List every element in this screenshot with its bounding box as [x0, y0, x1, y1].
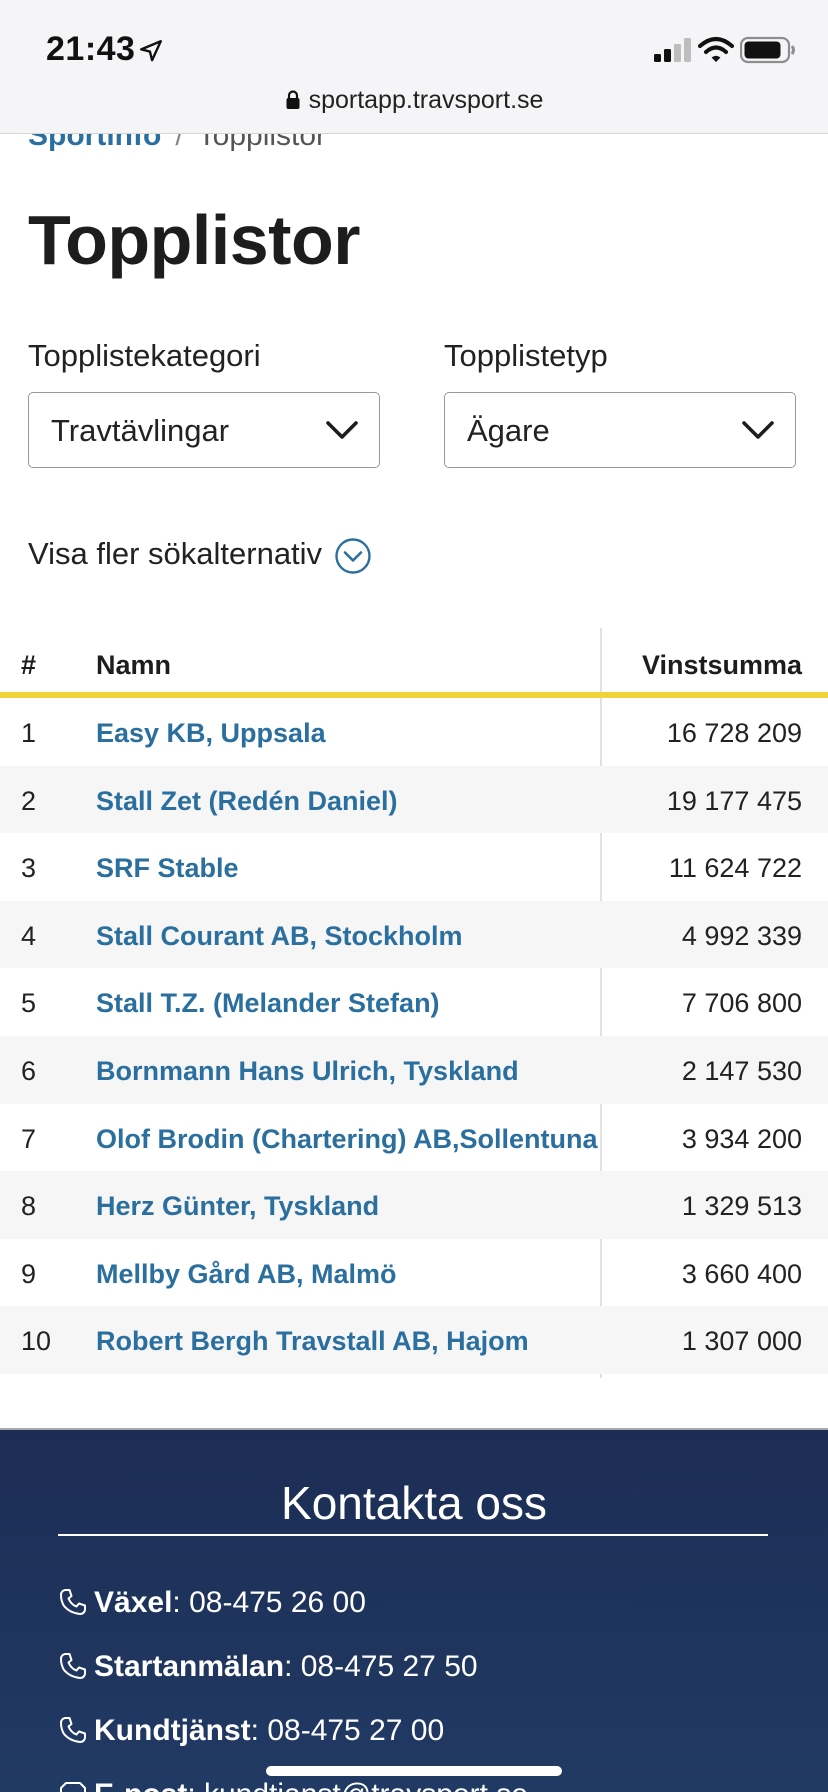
row-rank: 4 [21, 920, 37, 951]
header-rank: # [21, 650, 37, 680]
expand-circle-icon[interactable] [334, 537, 372, 575]
row-rank: 10 [21, 1326, 52, 1357]
row-name-link[interactable]: Stall Courant AB, Stockholm [96, 920, 463, 951]
row-name-link[interactable]: Herz Günter, Tyskland [96, 1191, 380, 1222]
contact-label: Växel [94, 1586, 173, 1619]
footer-divider [58, 1534, 768, 1536]
table-row: 10 Robert Bergh Travstall AB, Hajom 1 307 … [0, 1306, 828, 1374]
address-bar[interactable]: sportapp.travsport.se [0, 86, 828, 115]
row-rank: 6 [21, 1055, 37, 1086]
row-sum: 16 728 209 [666, 718, 802, 748]
row-rank: 7 [21, 1123, 37, 1154]
toplist-table: # Namn Vinstsumma 1 Easy KB, Uppsala 16 72… [0, 628, 828, 1378]
table-row: 4 Stall Courant AB, Stockholm 4 992 339 [0, 900, 828, 969]
row-rank: 2 [21, 785, 37, 816]
contact-label: Startanmälan [94, 1650, 285, 1683]
row-sum: 11 624 722 [668, 853, 802, 884]
table-row: 2 Stall Zet (Redén Daniel) 19 177 475 [0, 765, 828, 834]
battery-icon [740, 36, 795, 64]
type-select[interactable]: Ägare [444, 392, 796, 468]
contact-value[interactable]: 08-475 27 50 [300, 1650, 478, 1683]
breadcrumb: Sportinfo / Topplistor [28, 119, 327, 154]
row-name-link[interactable]: Mellby Gård AB, Malmö [96, 1258, 397, 1289]
contact-line-kundtj-nst[interactable]: Kundtjänst: 08-475 27 00 [58, 1714, 444, 1748]
category-select[interactable]: Travtävlingar [28, 392, 380, 468]
contact-label: Kundtjänst [94, 1714, 251, 1747]
cellular-signal-icon [654, 38, 691, 62]
contact-line-startanm-lan[interactable]: Startanmälan: 08-475 27 50 [58, 1650, 478, 1684]
type-select-value: Ägare [467, 413, 550, 448]
contact-label: E-post [94, 1778, 187, 1792]
chevron-down-icon [742, 421, 774, 439]
row-name-link[interactable]: Olof Brodin (Chartering) AB,Sollentuna [96, 1123, 598, 1154]
phone-icon [58, 1651, 88, 1681]
mail-icon [58, 1779, 88, 1792]
breadcrumb-link-sportinfo[interactable]: Sportinfo [28, 119, 162, 152]
row-sum: 3 660 400 [681, 1258, 802, 1289]
phone-icon [58, 1715, 88, 1745]
row-sum: 4 992 339 [681, 920, 802, 951]
footer-title: Kontakta oss [281, 1477, 547, 1529]
row-sum: 2 147 530 [681, 1055, 802, 1086]
header-sum[interactable]: Vinstsumma [641, 650, 802, 680]
row-sum: 3 934 200 [681, 1123, 802, 1154]
table-row: 7 Olof Brodin (Chartering) AB,Sollentuna 3… [0, 1104, 828, 1172]
contact-value[interactable]: 08-475 27 00 [267, 1714, 445, 1747]
chevron-down-icon [326, 421, 358, 439]
table-row: 5 Stall T.Z. (Melander Stefan) 7 706 800 [0, 968, 828, 1036]
phone-icon [58, 1587, 88, 1617]
contact-value[interactable]: kundtjanst@travsport.se [204, 1778, 528, 1792]
row-rank: 9 [21, 1258, 37, 1289]
column-divider [600, 628, 602, 1378]
home-indicator [266, 1766, 562, 1776]
category-select-value: Travtävlingar [51, 413, 230, 448]
more-options-toggle[interactable]: Visa fler sökalternativ [28, 536, 323, 571]
contact-value[interactable]: 08-475 26 00 [189, 1586, 366, 1619]
row-rank: 8 [21, 1191, 37, 1222]
contact-colon: : [172, 1586, 190, 1619]
table-header: # Namn Vinstsumma [0, 628, 828, 698]
url-text: sportapp.travsport.se [308, 86, 544, 114]
table-row: 9 Mellby Gård AB, Malmö 3 660 400 [0, 1239, 828, 1307]
row-name-link[interactable]: Easy KB, Uppsala [96, 718, 326, 748]
location-arrow-icon [140, 40, 162, 62]
table-row: 1 Easy KB, Uppsala 16 728 209 [0, 698, 828, 766]
breadcrumb-separator: / [175, 119, 184, 152]
row-name-link[interactable]: Robert Bergh Travstall AB, Hajom [96, 1326, 529, 1357]
table-row: 3 SRF Stable 11 624 722 [0, 833, 828, 901]
contact-colon: : [284, 1650, 301, 1683]
row-rank: 5 [21, 988, 37, 1019]
contact-colon: : [250, 1714, 268, 1747]
table-row: 6 Bornmann Hans Ulrich, Tyskland 2 147 530 [0, 1035, 828, 1104]
row-sum: 1 307 000 [681, 1326, 802, 1357]
row-name-link[interactable]: Stall Zet (Redén Daniel) [96, 785, 398, 816]
contact-line-e-post[interactable]: E-post: kundtjanst@travsport.se [58, 1778, 528, 1792]
lock-icon [286, 90, 300, 109]
table-body: 1 Easy KB, Uppsala 16 728 209 2 Stall Zet (R… [0, 698, 828, 1374]
row-sum: 7 706 800 [681, 988, 802, 1019]
status-time: 21:43 [46, 30, 136, 68]
row-name-link[interactable]: Stall T.Z. (Melander Stefan) [96, 988, 440, 1019]
row-sum: 1 329 513 [681, 1191, 802, 1222]
breadcrumb-current: Topplistor [197, 119, 327, 152]
row-name-link[interactable]: SRF Stable [96, 853, 239, 884]
header-name: Namn [96, 650, 172, 680]
contact-colon: : [187, 1778, 204, 1792]
page-title: Topplistor [28, 201, 360, 279]
contact-line-v-xel[interactable]: Växel: 08-475 26 00 [58, 1586, 366, 1620]
contact-footer: Kontakta oss Växel: 08-475 26 00 Startanm… [0, 1428, 828, 1792]
row-sum: 19 177 475 [666, 785, 802, 816]
row-rank: 1 [21, 718, 37, 748]
category-label: Topplistekategori [28, 338, 261, 373]
row-name-link[interactable]: Bornmann Hans Ulrich, Tyskland [96, 1055, 519, 1086]
status-bar: 21:43 sportapp.travsport.se [0, 0, 828, 134]
type-label: Topplistetyp [444, 338, 608, 373]
wifi-icon [698, 37, 734, 62]
row-rank: 3 [21, 853, 37, 884]
table-row: 8 Herz Günter, Tyskland 1 329 513 [0, 1171, 828, 1239]
